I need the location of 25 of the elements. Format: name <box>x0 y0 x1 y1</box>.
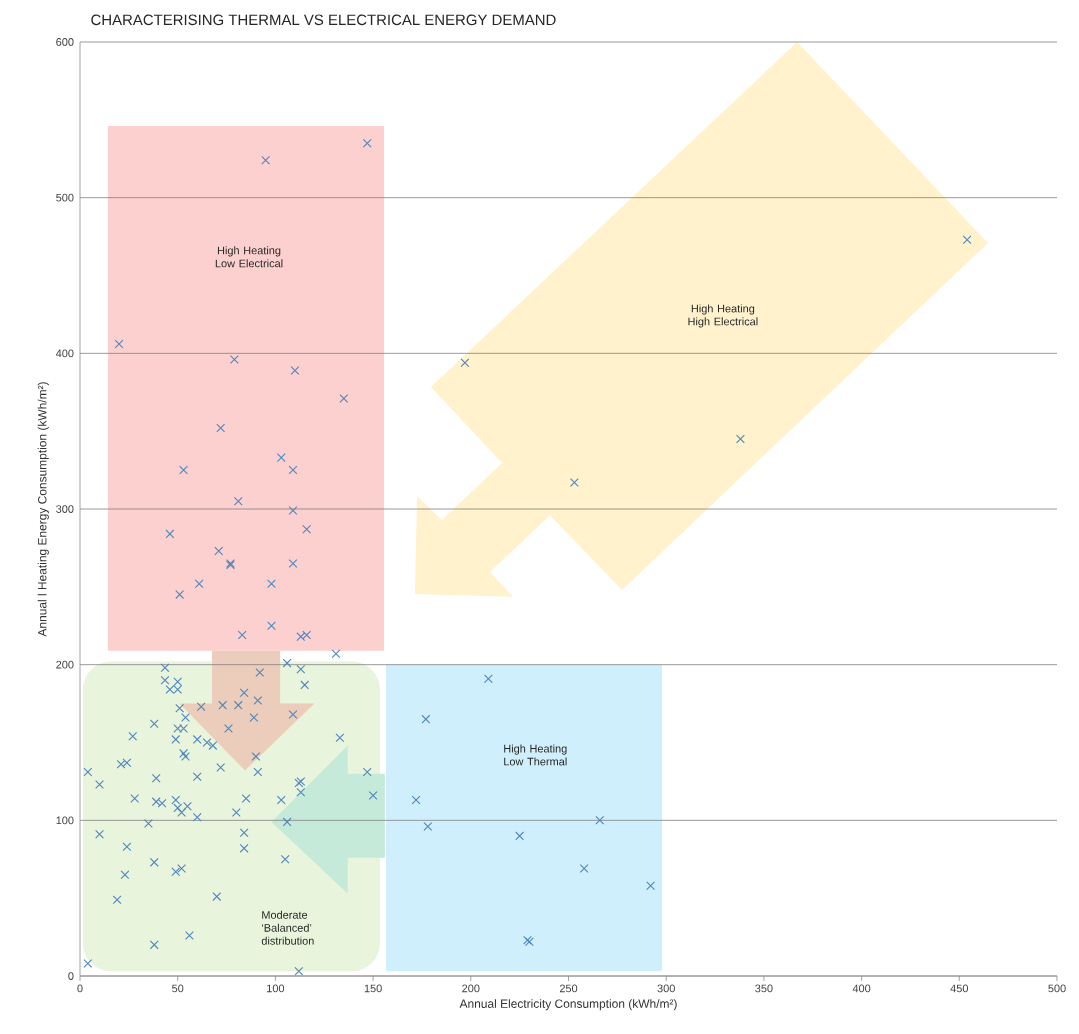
x-tick-label: 500 <box>1048 984 1066 993</box>
x-tick-label: 50 <box>172 984 184 993</box>
y-tick-label: 300 <box>56 505 74 513</box>
y-tick-label: 400 <box>55 349 74 358</box>
x-axis-title: Annual Electricity Consumption (kWh/m²) <box>459 999 677 1011</box>
y-tick-label: 600 <box>56 38 74 46</box>
annotation: Moderate ‘Balanced’ distribution <box>261 910 314 945</box>
annotation: High Heating Low Electrical <box>215 246 283 268</box>
annotation: High Heating High Electrical <box>688 304 758 328</box>
x-tick-label: 150 <box>364 984 382 993</box>
x-tick-label: 450 <box>950 984 969 993</box>
y-axis-title: Annual l Heating Energy Consumption (kWh/m²) <box>37 382 49 637</box>
x-tick-label: 350 <box>755 984 773 993</box>
chart-title: CHARACTERISING THERMAL VS ELECTRICAL ENERGY DEMAND <box>91 14 556 26</box>
x-tick-label: 100 <box>267 984 285 993</box>
y-tick-label: 100 <box>56 816 74 825</box>
y-tick-label: 0 <box>68 972 74 980</box>
annotation: High Heating Low Thermal <box>504 744 567 766</box>
x-tick-label: 200 <box>462 984 480 993</box>
x-tick-label: 300 <box>657 984 675 993</box>
y-tick-label: 500 <box>56 193 74 202</box>
x-tick-label: 400 <box>852 984 871 993</box>
x-tick-label: 0 <box>77 984 83 993</box>
x-tick-label: 250 <box>559 984 578 993</box>
y-tick-label: 200 <box>56 660 74 669</box>
